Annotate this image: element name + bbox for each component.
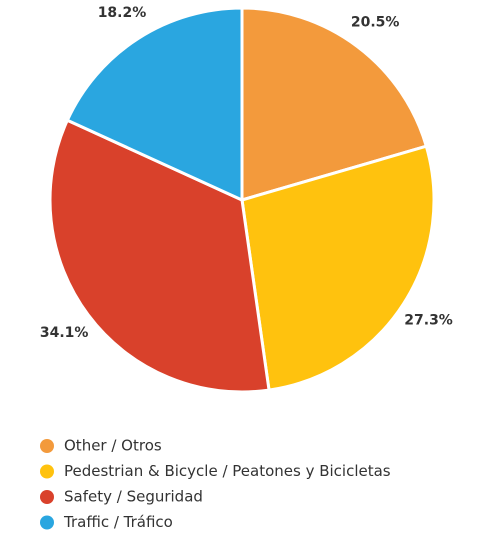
- legend-swatch: [40, 515, 54, 530]
- legend-label: Other / Otros: [64, 437, 162, 455]
- pie-slice: [65, 6, 244, 203]
- legend-swatch: [40, 490, 54, 504]
- legend-swatch: [40, 464, 54, 479]
- pie-slice: [240, 6, 429, 203]
- pie-slice: [240, 144, 436, 392]
- value-label: 27.3%: [404, 312, 453, 328]
- value-label: 20.5%: [351, 14, 400, 30]
- legend-label: Traffic / Tráfico: [63, 513, 173, 531]
- value-label: 34.1%: [40, 325, 89, 341]
- legend-label: Pedestrian & Bicycle / Peatones y Bicicl…: [64, 462, 391, 480]
- legend-swatch: [40, 439, 54, 453]
- value-label: 18.2%: [98, 5, 147, 21]
- legend-label: Safety / Seguridad: [64, 488, 203, 506]
